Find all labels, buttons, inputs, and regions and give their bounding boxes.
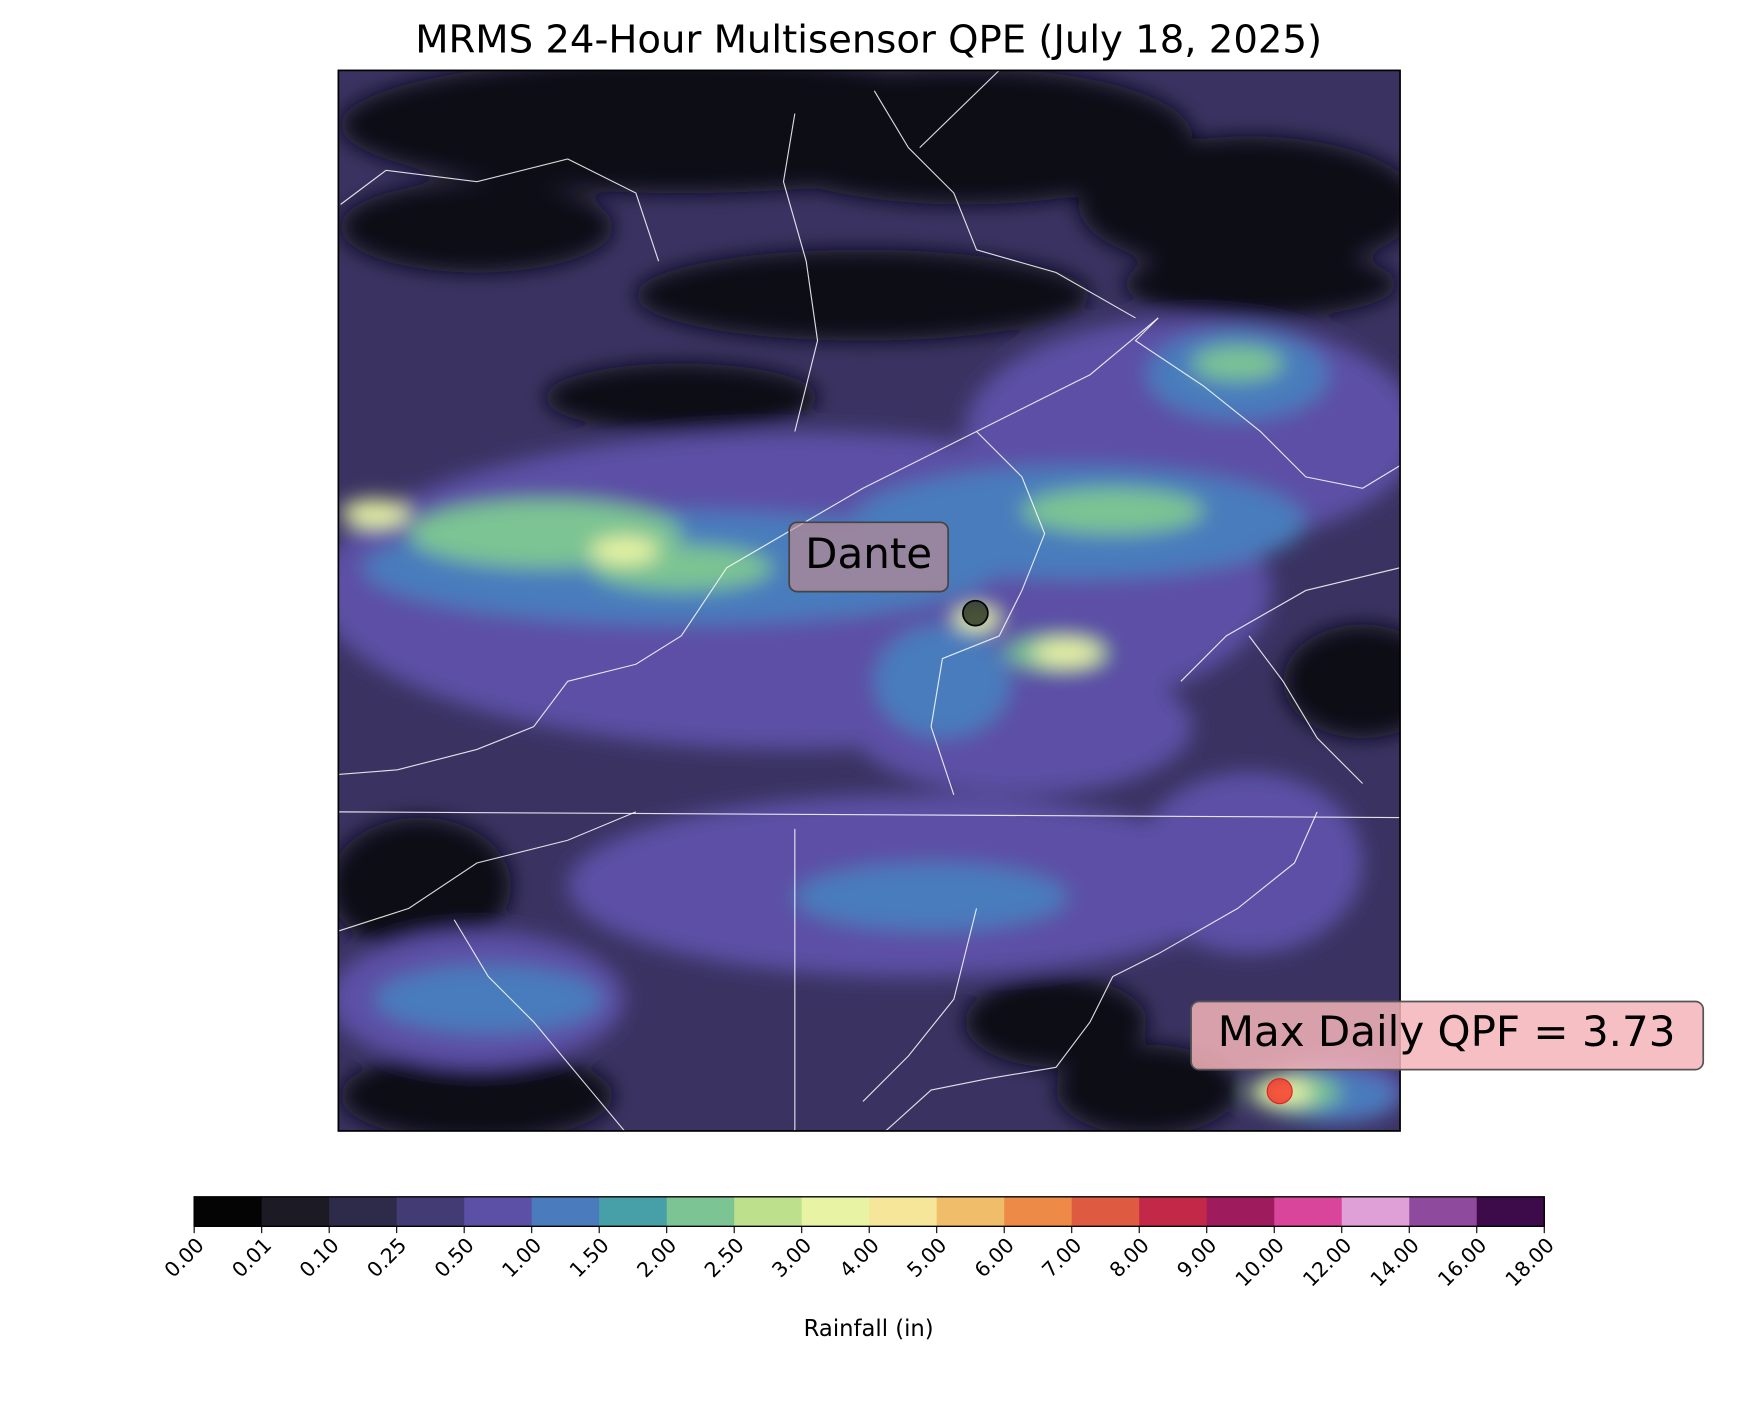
colorbar-tick-label: 1.00 bbox=[497, 1233, 546, 1282]
colorbar-segment bbox=[1409, 1196, 1478, 1227]
colorbar-segment bbox=[801, 1196, 870, 1227]
colorbar-segment bbox=[464, 1196, 533, 1227]
colorbar-tick-label: 8.00 bbox=[1105, 1233, 1154, 1282]
colorbar-tick-label: 0.01 bbox=[227, 1233, 276, 1282]
colorbar-tick-label: 5.00 bbox=[902, 1233, 951, 1282]
city-marker bbox=[962, 599, 989, 627]
max-label-box bbox=[1190, 1000, 1705, 1071]
rain-map bbox=[338, 70, 1401, 1131]
colorbar-tick-label: 6.00 bbox=[970, 1233, 1019, 1282]
colorbar-segment bbox=[1071, 1196, 1140, 1227]
colorbar-tick-label: 1.50 bbox=[565, 1233, 614, 1282]
colorbar-tick-label: 0.50 bbox=[430, 1233, 479, 1282]
colorbar-tick-label: 10.00 bbox=[1231, 1233, 1289, 1291]
colorbar-tick-label: 3.00 bbox=[767, 1233, 816, 1282]
colorbar: 0.00 0.01 0.10 0.25 0.50 1.00 1.50 2.00 2.50 3.00… bbox=[160, 1196, 1559, 1291]
max-label: Max Daily QPF = 3.73 bbox=[1218, 1007, 1676, 1056]
title: MRMS 24-Hour Multisensor QPE (July 18, 2… bbox=[415, 18, 1322, 63]
colorbar-tick-label: 7.00 bbox=[1037, 1233, 1086, 1282]
max-marker bbox=[1266, 1078, 1293, 1105]
colorbar-segment bbox=[869, 1196, 938, 1227]
colorbar-label: Rainfall (in) bbox=[804, 1316, 934, 1342]
colorbar-segment bbox=[1004, 1196, 1073, 1227]
colorbar-segment bbox=[1341, 1196, 1410, 1227]
colorbar-tick-label: 12.00 bbox=[1298, 1233, 1356, 1291]
colorbar-segment bbox=[936, 1196, 1005, 1227]
colorbar-tick-label: 2.50 bbox=[700, 1233, 749, 1282]
colorbar-tick-label: 9.00 bbox=[1172, 1233, 1221, 1282]
city-label: Dante bbox=[805, 529, 932, 578]
colorbar-segment bbox=[396, 1196, 465, 1227]
colorbar-tick-label: 16.00 bbox=[1433, 1233, 1491, 1291]
colorbar-segment bbox=[1139, 1196, 1208, 1227]
colorbar-segment bbox=[1274, 1196, 1343, 1227]
colorbar-tick-label: 0.10 bbox=[295, 1233, 344, 1282]
colorbar-segment bbox=[261, 1196, 330, 1227]
colorbar-segment bbox=[734, 1196, 803, 1227]
map-frame bbox=[337, 69, 1401, 1132]
colorbar-tick-label: 0.00 bbox=[160, 1233, 209, 1282]
colorbar-segment bbox=[531, 1196, 600, 1227]
city-label-box bbox=[788, 521, 949, 593]
colorbar-segment bbox=[1206, 1196, 1275, 1227]
colorbar-tick-label: 2.00 bbox=[632, 1233, 681, 1282]
colorbar-tick-label: 4.00 bbox=[835, 1233, 884, 1282]
colorbar-segment bbox=[194, 1196, 263, 1227]
colorbar-segment bbox=[1476, 1196, 1545, 1227]
colorbar-segment bbox=[329, 1196, 398, 1227]
colorbar-tick-label: 18.00 bbox=[1501, 1233, 1559, 1291]
colorbar-segment bbox=[666, 1196, 735, 1227]
colorbar-segment bbox=[599, 1196, 668, 1227]
colorbar-tick-label: 14.00 bbox=[1366, 1233, 1424, 1291]
colorbar-tick-label: 0.25 bbox=[362, 1233, 411, 1282]
